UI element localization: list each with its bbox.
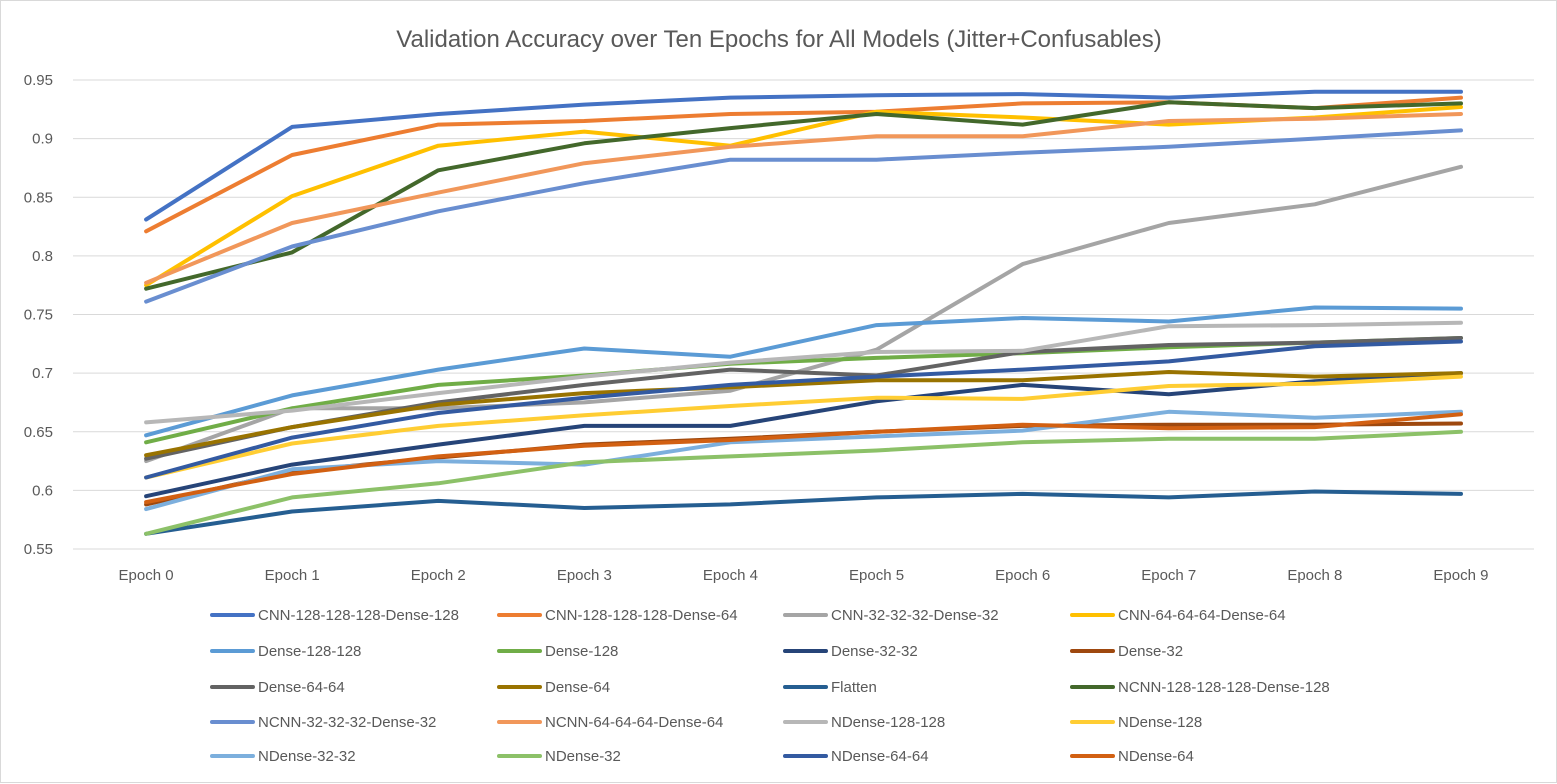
legend-label: NDense-64-64	[831, 748, 929, 765]
series-line-dense-64	[144, 370, 1463, 458]
legend-label: Dense-32-32	[831, 643, 918, 660]
legend-item-ndense-64: NDense-64	[1070, 748, 1194, 765]
y-tick-label: 0.6	[32, 482, 53, 499]
legend-item-dense-32-32: Dense-32-32	[783, 643, 918, 660]
legend-item-dense-64-64: Dense-64-64	[210, 679, 345, 696]
legend-item-dense-64: Dense-64	[497, 679, 610, 696]
legend-label: Flatten	[831, 679, 877, 696]
y-tick-label: 0.55	[24, 541, 53, 558]
x-axis-ticks: Epoch 0 Epoch 1 Epoch 2 Epoch 3 Epoch 4 Epoch…	[119, 567, 1489, 584]
series-line-dense-128-128	[144, 305, 1463, 438]
x-tick-label: Epoch 7	[1141, 567, 1196, 584]
legend-label: CNN-128-128-128-Dense-64	[545, 607, 738, 624]
series-line-ncnn-128-128-128-dense-128	[144, 100, 1463, 291]
legend-item-ndense-32-32: NDense-32-32	[210, 748, 356, 765]
legend-label: NDense-32	[545, 748, 621, 765]
legend-item-ndense-64-64: NDense-64-64	[783, 748, 929, 765]
legend-item-ndense-128-128: NDense-128-128	[783, 714, 945, 731]
legend-label: NDense-128-128	[831, 714, 945, 731]
y-tick-label: 0.85	[24, 189, 53, 206]
series-lines	[144, 89, 1463, 536]
legend-label: Dense-64	[545, 679, 610, 696]
series-line-cnn-32-32-32-dense-32	[144, 164, 1463, 464]
y-tick-label: 0.65	[24, 424, 53, 441]
legend-item-dense-128: Dense-128	[497, 643, 618, 660]
legend-item-cnn-128-128-128-dense-64: CNN-128-128-128-Dense-64	[497, 607, 738, 624]
legend-item-dense-128-128: Dense-128-128	[210, 643, 361, 660]
legend-label: Dense-32	[1118, 643, 1183, 660]
legend-label: NCNN-64-64-64-Dense-64	[545, 714, 723, 731]
legend-label: Dense-128-128	[258, 643, 361, 660]
series-line-ndense-128	[144, 374, 1463, 480]
series-line-ncnn-32-32-32-dense-32	[144, 128, 1463, 304]
x-tick-label: Epoch 5	[849, 567, 904, 584]
y-tick-label: 0.9	[32, 131, 53, 148]
legend-item-cnn-128-128-128-dense-128: CNN-128-128-128-Dense-128	[210, 607, 459, 624]
legend-item-ndense-32: NDense-32	[497, 748, 621, 765]
x-tick-label: Epoch 6	[995, 567, 1050, 584]
legend-label: Dense-64-64	[258, 679, 345, 696]
y-tick-label: 0.75	[24, 307, 53, 324]
x-tick-label: Epoch 9	[1433, 567, 1488, 584]
y-tick-label: 0.8	[32, 248, 53, 265]
y-axis-ticks: 0.55 0.6 0.65 0.7 0.75 0.8 0.85 0.9 0.95	[24, 72, 53, 558]
series-line-flatten	[144, 489, 1463, 536]
x-tick-label: Epoch 3	[557, 567, 612, 584]
series-line-cnn-64-64-64-dense-64	[144, 105, 1463, 288]
legend-label: NDense-64	[1118, 748, 1194, 765]
series-line-dense-32-32	[144, 371, 1463, 499]
x-tick-label: Epoch 1	[265, 567, 320, 584]
y-tick-label: 0.7	[32, 365, 53, 382]
series-line-ndense-32	[144, 429, 1463, 536]
legend-item-ncnn-32-32-32-dense-32: NCNN-32-32-32-Dense-32	[210, 714, 436, 731]
legend-label: NCNN-32-32-32-Dense-32	[258, 714, 436, 731]
legend-label: CNN-32-32-32-Dense-32	[831, 607, 999, 624]
series-line-ndense-64	[144, 412, 1463, 505]
x-tick-label: Epoch 4	[703, 567, 758, 584]
legend-item-flatten: Flatten	[783, 679, 877, 696]
x-tick-label: Epoch 8	[1287, 567, 1342, 584]
series-line-ncnn-64-64-64-dense-64	[144, 112, 1463, 285]
legend-label: NCNN-128-128-128-Dense-128	[1118, 679, 1330, 696]
legend-item-ncnn-64-64-64-dense-64: NCNN-64-64-64-Dense-64	[497, 714, 723, 731]
legend-item-dense-32: Dense-32	[1070, 643, 1183, 660]
legend-label: NDense-32-32	[258, 748, 356, 765]
legend: CNN-128-128-128-Dense-128 CNN-128-128-128…	[210, 607, 1330, 765]
x-tick-label: Epoch 2	[411, 567, 466, 584]
legend-item-cnn-32-32-32-dense-32: CNN-32-32-32-Dense-32	[783, 607, 999, 624]
gridlines	[73, 79, 1534, 550]
legend-item-ndense-128: NDense-128	[1070, 714, 1202, 731]
x-tick-label: Epoch 0	[119, 567, 174, 584]
legend-label: Dense-128	[545, 643, 618, 660]
legend-label: CNN-64-64-64-Dense-64	[1118, 607, 1286, 624]
legend-item-cnn-64-64-64-dense-64: CNN-64-64-64-Dense-64	[1070, 607, 1286, 624]
series-line-ndense-64-64	[144, 339, 1463, 480]
chart-title: Validation Accuracy over Ten Epochs for …	[396, 26, 1162, 53]
legend-label: CNN-128-128-128-Dense-128	[258, 607, 459, 624]
legend-label: NDense-128	[1118, 714, 1202, 731]
series-line-cnn-128-128-128-dense-128	[144, 89, 1463, 222]
series-line-ndense-128-128	[144, 320, 1463, 425]
legend-item-ncnn-128-128-128-dense-128: NCNN-128-128-128-Dense-128	[1070, 679, 1330, 696]
y-tick-label: 0.95	[24, 72, 53, 89]
